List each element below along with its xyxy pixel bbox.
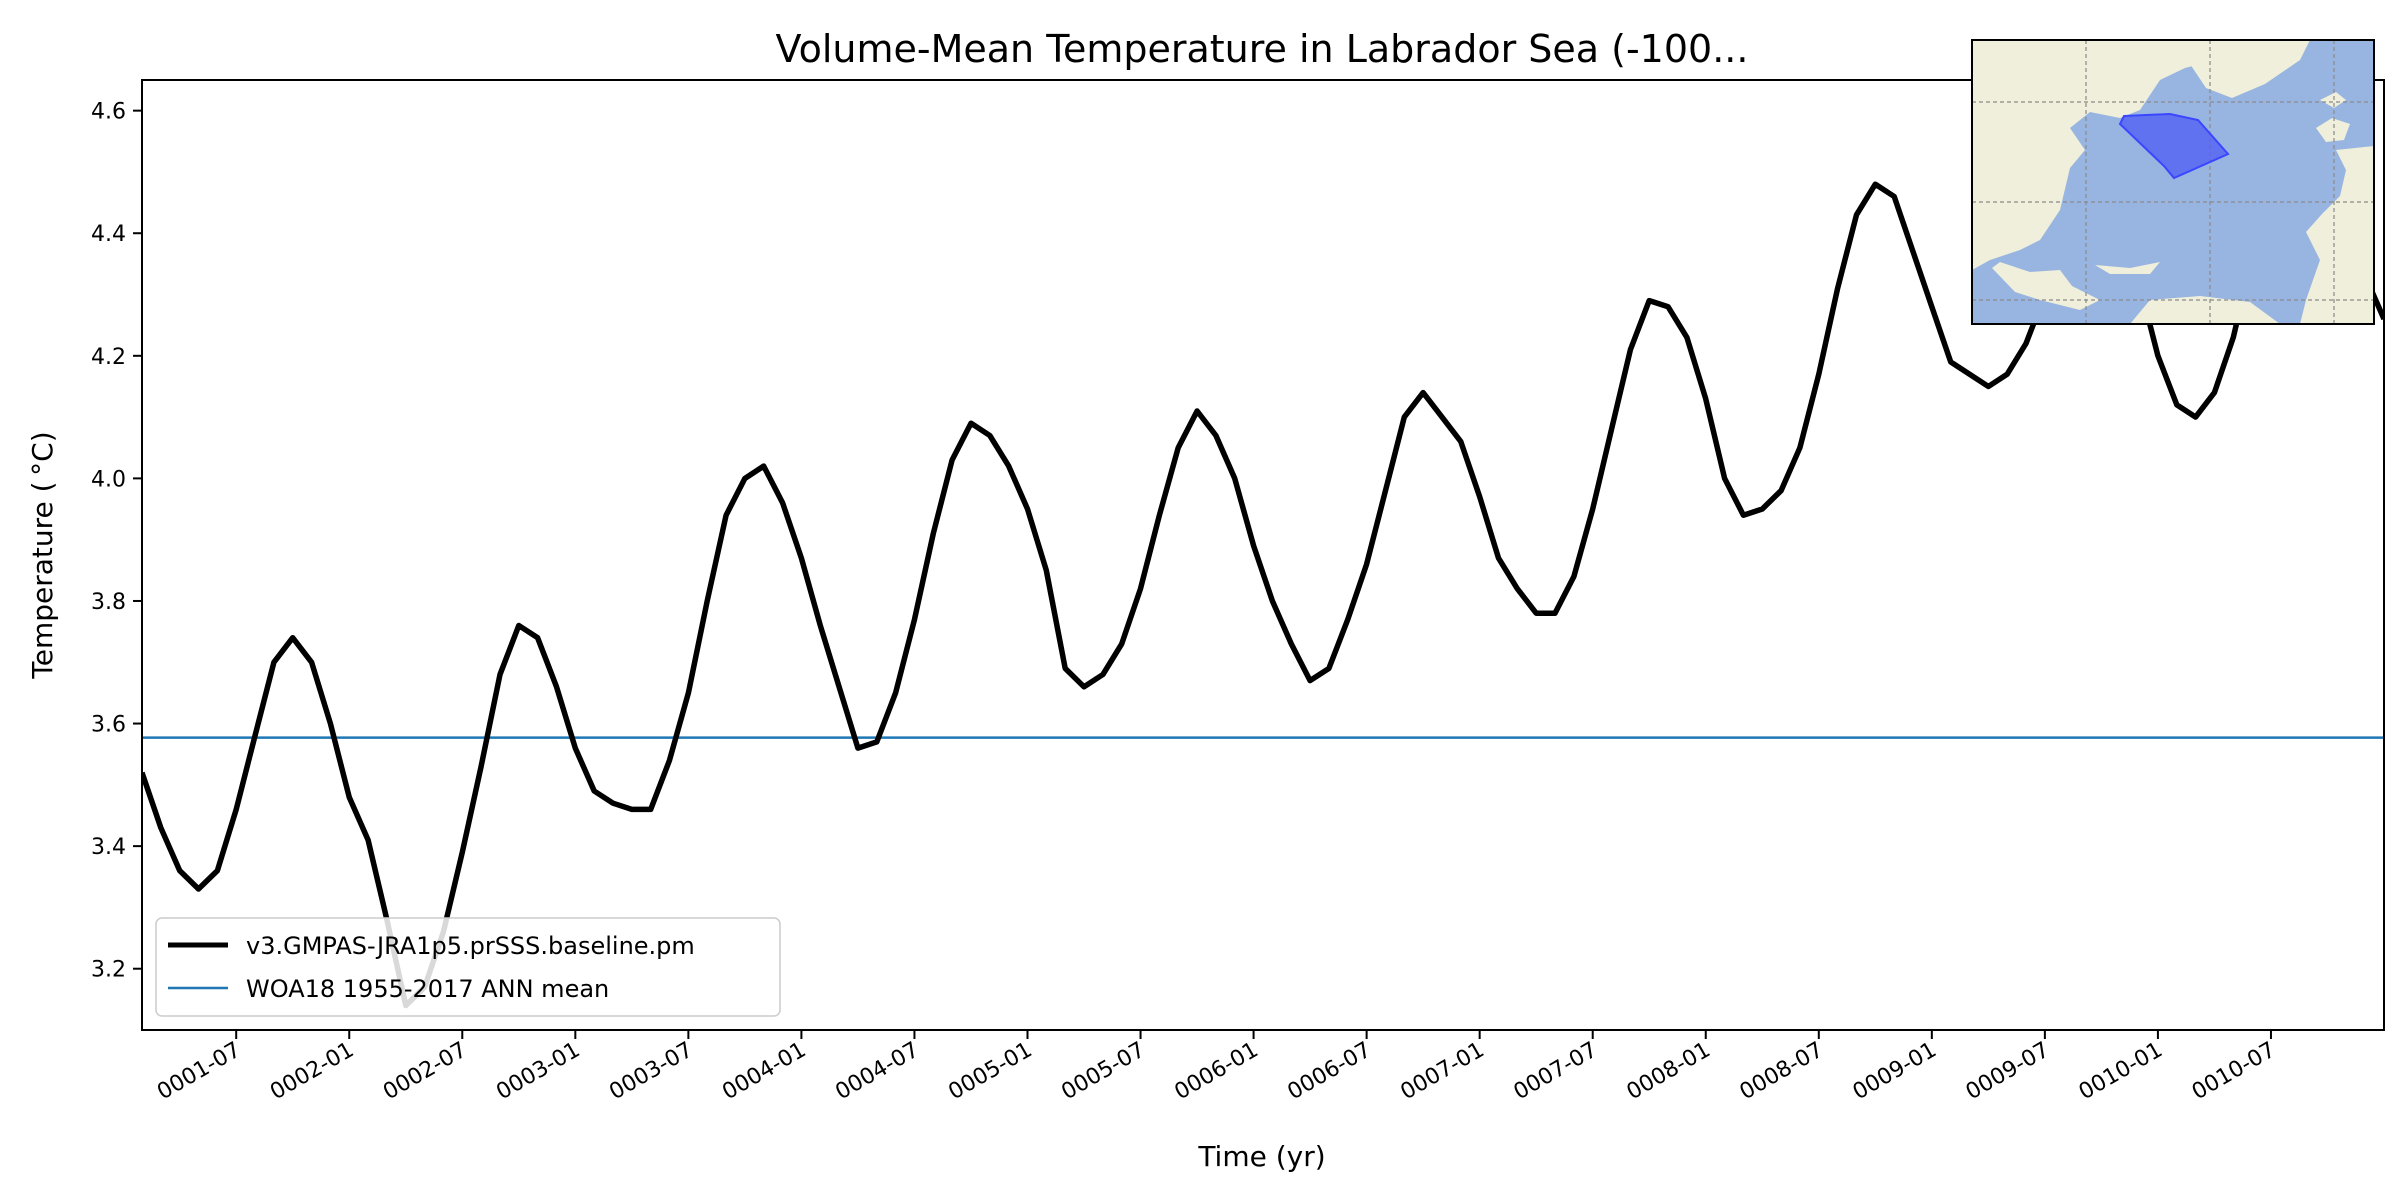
- x-axis-label: Time (yr): [1197, 1140, 1325, 1173]
- y-tick-label: 3.6: [91, 713, 126, 738]
- y-tick-label: 4.2: [91, 345, 126, 370]
- y-tick-label: 4.6: [91, 100, 126, 125]
- y-tick-label: 3.8: [91, 590, 126, 615]
- map-land-caribbean: [2095, 262, 2160, 274]
- map-land-greenland: [2175, 40, 2310, 98]
- map-land-north-america: [1972, 40, 2250, 270]
- map-land-iceland: [2320, 92, 2346, 108]
- y-tick-label: 4.0: [91, 467, 126, 492]
- y-tick-label: 3.2: [91, 958, 126, 983]
- series-line-model: [142, 181, 2384, 1009]
- y-axis-label: Temperature ( °C): [26, 431, 59, 679]
- legend-label-woa18: WOA18 1955-2017 ANN mean: [246, 975, 609, 1003]
- series-layer: [142, 181, 2384, 1009]
- inset-map: [1971, 39, 2375, 325]
- map-region-labrador-sea: [2118, 112, 2230, 180]
- map-land-british-isles: [2316, 118, 2350, 142]
- y-tick-label: 3.4: [91, 835, 126, 860]
- legend-box: [155, 917, 781, 1017]
- inset-map-frame: [1971, 39, 2375, 325]
- y-axis: 3.2 3.4 3.6 3.8 4.0 4.2 4.4 4.6: [91, 100, 142, 983]
- map-gridlines: [1972, 40, 2374, 324]
- plot-area: [141, 79, 2385, 1031]
- plot-frame: [141, 79, 2385, 1031]
- map-land-europe-africa: [2300, 146, 2374, 324]
- y-tick-label: 4.4: [91, 222, 126, 247]
- map-land-central-america: [1992, 262, 2100, 310]
- chart-title: Volume-Mean Temperature in Labrador Sea …: [776, 27, 1749, 71]
- legend: v3.GMPAS-JRA1p5.prSSS.baseline.pm WOA18 …: [155, 917, 781, 1017]
- legend-label-model: v3.GMPAS-JRA1p5.prSSS.baseline.pm: [246, 932, 695, 960]
- map-land-south-america: [2130, 296, 2280, 324]
